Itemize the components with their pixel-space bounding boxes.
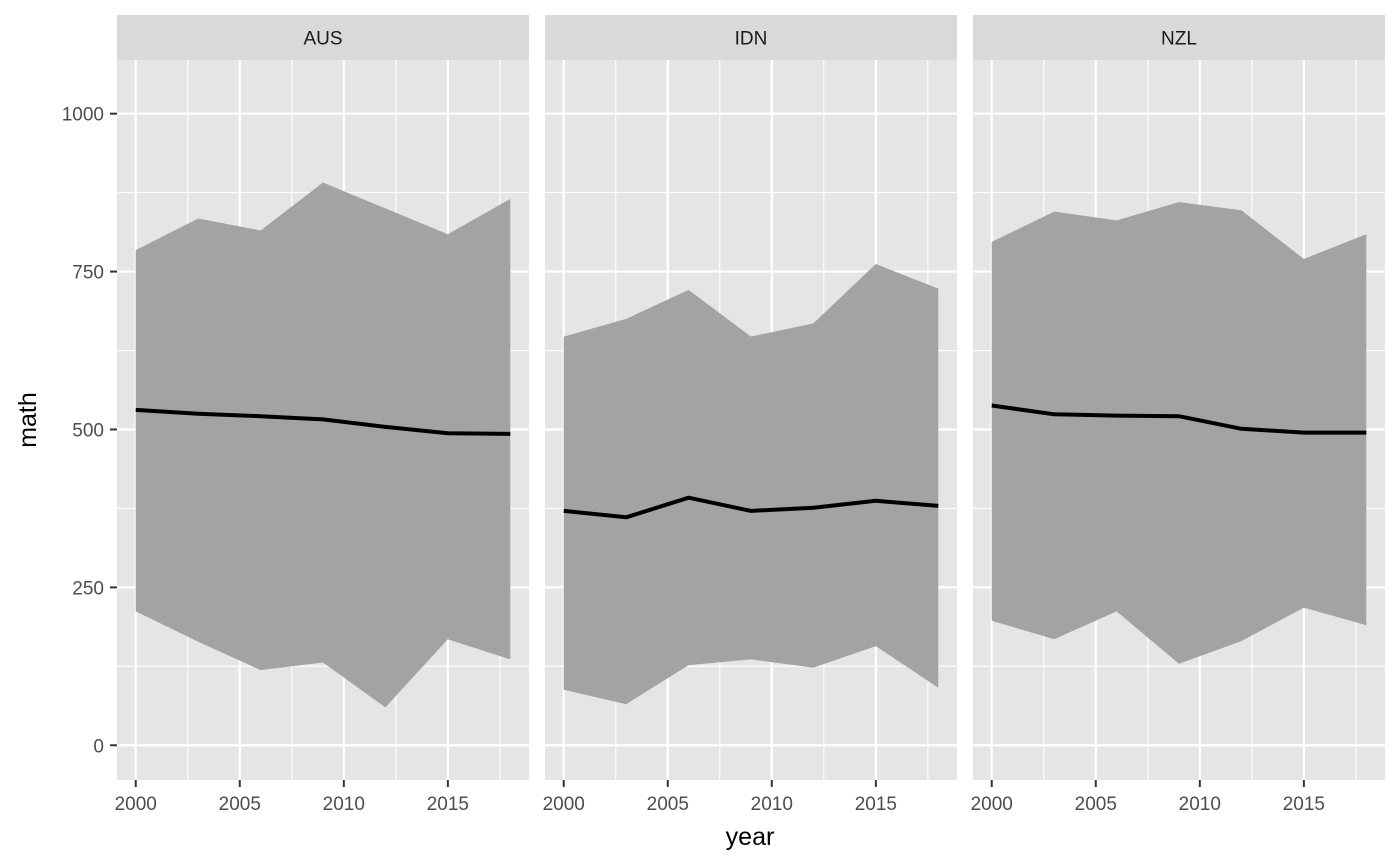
x-tick-label: 2010 bbox=[323, 794, 365, 815]
y-axis-title: math bbox=[14, 392, 42, 448]
y-axis: 0 250 500 750 1000 bbox=[62, 105, 117, 757]
mean-line-aus bbox=[135, 407, 511, 436]
x-tick-label: 2010 bbox=[1179, 794, 1221, 815]
x-tick-label: 2005 bbox=[219, 794, 261, 815]
facet-strip-label: NZL bbox=[1161, 29, 1197, 50]
y-tick-label: 500 bbox=[72, 420, 104, 441]
mean-line-nzl bbox=[991, 403, 1367, 435]
y-tick-label: 250 bbox=[72, 578, 104, 599]
y-tick-label: 1000 bbox=[62, 105, 104, 126]
y-tick-label: 750 bbox=[72, 263, 104, 284]
x-tick-label: 2015 bbox=[1283, 794, 1325, 815]
x-tick-label: 2005 bbox=[647, 794, 689, 815]
facet-strip-label: IDN bbox=[735, 29, 768, 50]
mean-line-idn bbox=[563, 495, 939, 520]
x-tick-label: 2010 bbox=[751, 794, 793, 815]
facet-panel-nzl: NZL 2000 2005 2010 2015 bbox=[971, 15, 1385, 815]
x-axis-title: year bbox=[726, 823, 775, 851]
ribbon-band-nzl bbox=[991, 202, 1367, 664]
x-tick-label: 2000 bbox=[115, 794, 157, 815]
ribbon-band-aus bbox=[135, 182, 511, 708]
facet-strip bbox=[973, 15, 1385, 60]
facet-panel-aus: AUS 2000 2005 2010 2015 bbox=[115, 15, 529, 815]
ribbon-band-idn bbox=[563, 264, 939, 705]
facet-strip bbox=[117, 15, 529, 60]
facet-strip-label: AUS bbox=[303, 29, 342, 50]
x-tick-label: 2000 bbox=[971, 794, 1013, 815]
y-tick-label: 0 bbox=[93, 736, 104, 757]
x-tick-label: 2005 bbox=[1075, 794, 1117, 815]
facet-strip bbox=[545, 15, 957, 60]
x-tick-label: 2000 bbox=[543, 794, 585, 815]
x-tick-label: 2015 bbox=[427, 794, 469, 815]
x-tick-label: 2015 bbox=[855, 794, 897, 815]
facet-panel-idn: IDN 2000 2005 2010 2015 bbox=[543, 15, 957, 815]
